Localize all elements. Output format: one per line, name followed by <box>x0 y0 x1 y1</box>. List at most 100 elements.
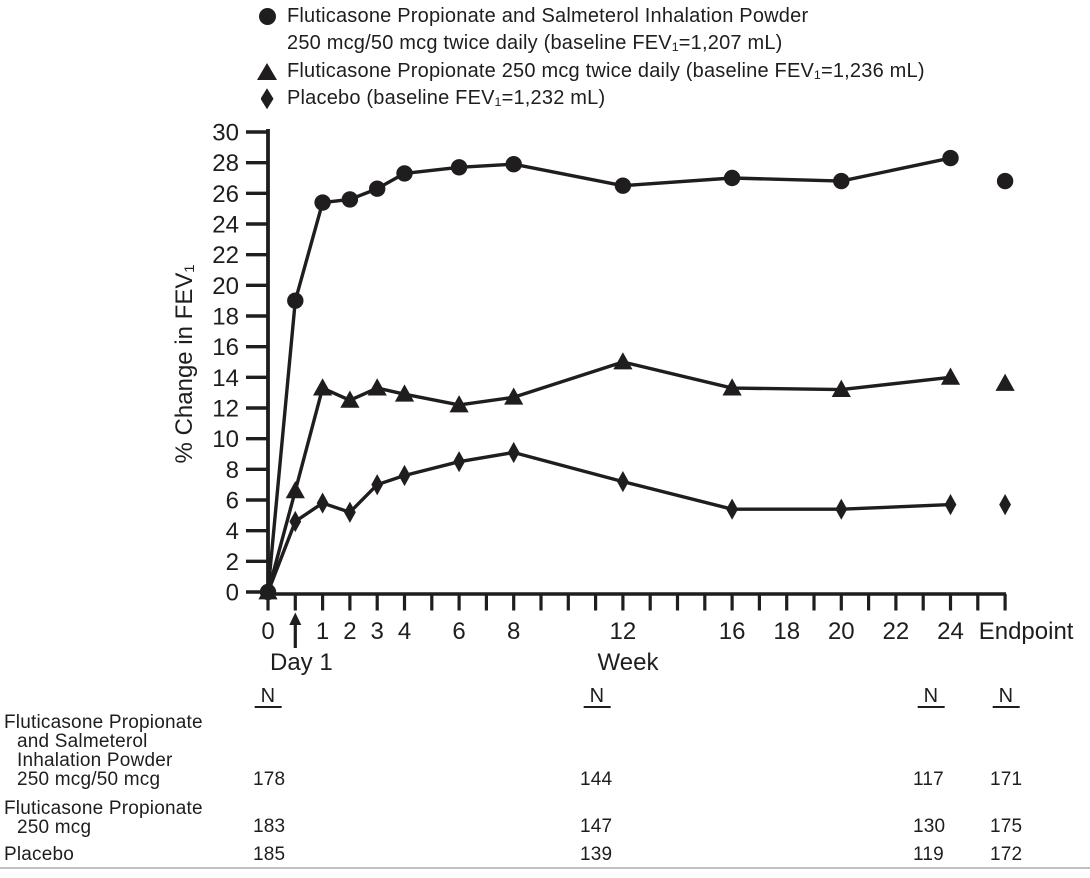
n-column-header: N <box>992 686 1020 708</box>
y-tick-label: 0 <box>226 580 239 607</box>
circle-marker-icon <box>833 172 850 190</box>
series-triangle <box>258 352 1015 600</box>
triangle-marker-icon <box>394 384 415 402</box>
triangle-marker-icon <box>940 367 961 385</box>
triangle-marker-icon <box>313 378 333 396</box>
y-tick-label: 28 <box>212 150 239 177</box>
n-value: 183 <box>253 816 286 837</box>
circle-marker-icon <box>341 191 359 208</box>
x-tick-label: 18 <box>773 618 800 645</box>
x-axis-title: Week <box>598 649 660 676</box>
y-tick-label: 10 <box>212 426 239 453</box>
triangle-marker-icon <box>449 395 469 413</box>
diamond-marker-icon <box>726 498 738 520</box>
n-value: 175 <box>990 816 1023 837</box>
y-tick-label: 26 <box>212 181 239 208</box>
diamond-marker-icon <box>344 501 356 523</box>
legend-fp-line1: Fluticasone Propionate 250 mcg twice dai… <box>287 59 925 82</box>
triangle-marker-icon <box>504 387 524 405</box>
x-tick-label: 0 <box>261 618 274 645</box>
legend-fsc-line1: Fluticasone Propionate and Salmeterol In… <box>287 5 809 27</box>
legend-item-fp: Fluticasone Propionate 250 mcg twice dai… <box>257 58 925 85</box>
circle-marker-icon <box>614 177 632 194</box>
triangle-marker-icon <box>257 62 277 80</box>
row-label-placebo: Placebo <box>4 844 75 865</box>
chart-legend: Fluticasone Propionate and Salmeterol In… <box>257 3 925 113</box>
n-value: 117 <box>913 769 944 790</box>
x-tick-label: 3 <box>371 618 384 645</box>
y-tick-label: 30 <box>212 120 239 147</box>
y-tick-label: 24 <box>212 212 239 239</box>
diamond-marker-icon <box>999 494 1011 516</box>
n-value: 119 <box>913 844 944 865</box>
day1-arrow-icon <box>289 612 302 625</box>
y-tick-label: 14 <box>212 365 239 392</box>
x-tick-label: 24 <box>937 618 964 645</box>
y-tick-label: 8 <box>226 457 239 484</box>
triangle-marker-icon <box>340 390 360 408</box>
y-tick-label: 18 <box>212 304 239 331</box>
n-value: 130 <box>913 816 946 837</box>
series-circle <box>259 149 1014 601</box>
circle-marker-icon <box>942 149 959 167</box>
diamond-marker-icon <box>262 581 274 603</box>
circle-marker-icon <box>396 165 413 182</box>
n-value: 147 <box>580 816 613 837</box>
diamond-marker-icon <box>944 494 957 516</box>
circle-marker-icon <box>996 172 1014 190</box>
circle-marker-icon <box>287 292 304 309</box>
triangle-marker-icon <box>722 378 742 396</box>
legend-item-fsc: Fluticasone Propionate and Salmeterol In… <box>257 3 925 58</box>
row-label-fp: Fluticasone Propionate 250 mcg <box>4 798 203 838</box>
diamond-marker-icon <box>507 441 520 464</box>
series-line <box>266 360 951 593</box>
diamond-marker-icon <box>260 88 274 110</box>
day1-annotation: Day 1 <box>270 612 333 676</box>
n-value: 178 <box>253 769 286 790</box>
n-value: 144 <box>580 769 613 790</box>
n-column-header: N <box>917 686 945 708</box>
circle-marker-icon <box>258 8 276 25</box>
diamond-marker-icon <box>398 464 411 487</box>
x-tick-label: 12 <box>610 618 637 645</box>
x-tick-label: 2 <box>343 618 356 645</box>
circle-marker-icon <box>369 180 386 197</box>
triangle-marker-icon <box>613 352 633 370</box>
triangle-marker-icon <box>285 481 305 499</box>
x-tick-label: 6 <box>452 618 465 645</box>
x-axis-labels: 0 1 2 3 4 6 8 12 16 18 20 22 24 Endpoint <box>261 618 1073 645</box>
diamond-marker-icon <box>371 474 384 496</box>
day1-label: Day 1 <box>270 649 333 676</box>
x-tick-label: 4 <box>398 618 411 645</box>
series-diamond <box>262 441 1011 603</box>
legend-fsc-line2: 250 mcg/50 mcg twice daily (baseline FEV… <box>287 32 783 55</box>
diamond-marker-icon <box>453 451 465 473</box>
x-tick-label: Endpoint <box>979 618 1074 645</box>
x-tick-label: 22 <box>883 618 910 645</box>
x-tick-label: 20 <box>828 618 855 645</box>
x-tick-label: 16 <box>719 618 746 645</box>
triangle-marker-icon <box>831 379 851 398</box>
y-tick-label: 16 <box>212 334 239 361</box>
axes <box>264 129 1006 596</box>
y-tick-label: 4 <box>226 518 239 545</box>
y-tick-label: 20 <box>212 273 239 300</box>
n-value: 171 <box>990 769 1023 790</box>
circle-marker-icon <box>723 169 741 187</box>
diamond-marker-icon <box>617 471 629 493</box>
x-tick-label: 8 <box>507 618 520 645</box>
n-column-header: N <box>583 686 611 708</box>
triangle-marker-icon <box>367 378 387 396</box>
circle-marker-icon <box>505 156 522 173</box>
x-tick-label: 1 <box>316 618 329 645</box>
series-line <box>266 450 951 593</box>
bottom-divider <box>0 867 1090 869</box>
row-label-fsc: Fluticasone Propionate and Salmeterol In… <box>4 712 203 790</box>
y-axis-title: % Change in FEV₁ <box>171 265 198 464</box>
legend-placebo-line1: Placebo (baseline FEV₁=1,232 mL) <box>287 87 606 110</box>
circle-marker-icon <box>450 159 468 176</box>
n-value: 139 <box>580 844 613 865</box>
